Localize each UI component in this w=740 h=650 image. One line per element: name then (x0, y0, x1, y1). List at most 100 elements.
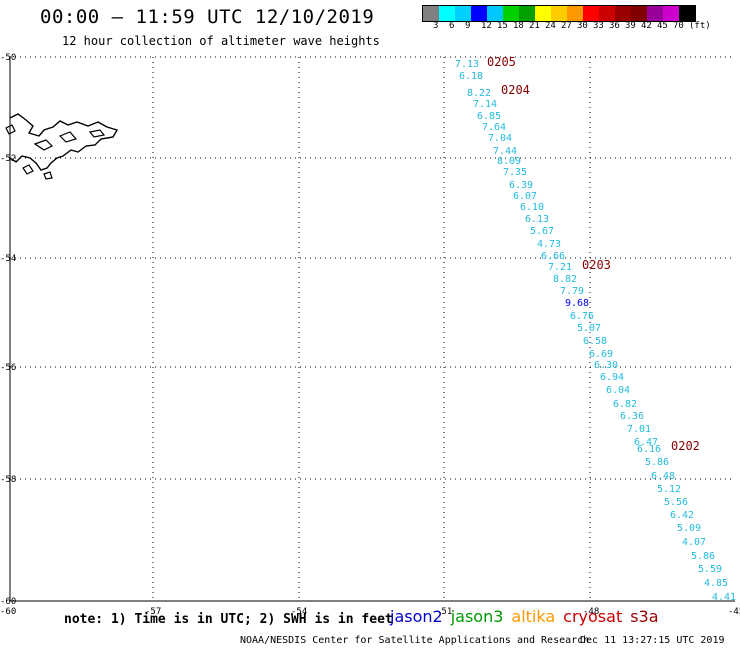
longitude-label: -51 (436, 607, 452, 617)
wave-height-value: 7.64 (482, 122, 506, 133)
legend-item-jason3: jason3 (450, 607, 504, 626)
colorbar-label: 33 (593, 21, 604, 31)
colorbar-label: 18 (513, 21, 524, 31)
wave-height-value: 6.16 (637, 444, 661, 455)
colorbar-label: 21 (529, 21, 540, 31)
colorbar-swatch (455, 6, 471, 21)
wave-height-value: 6.66 (541, 251, 565, 262)
track-time-label: 0202 (671, 439, 700, 453)
colorbar-swatch (471, 6, 487, 21)
wave-height-value: 6.07 (513, 191, 537, 202)
legend-item-altika: altika (511, 607, 556, 626)
wave-height-value: 8.09 (497, 156, 521, 167)
falkland-islands-coastline (5, 113, 119, 180)
legend-item-cryosat: cryosat (563, 607, 623, 626)
wave-height-value: 7.44 (493, 146, 517, 157)
colorbar-label: 70 (673, 21, 684, 31)
footer-timestamp: Dec 11 13:27:15 UTC 2019 (580, 635, 725, 646)
wave-height-value: 6.42 (670, 510, 694, 521)
latitude-label: -60 (0, 597, 16, 607)
wave-height-value: 6.85 (477, 111, 501, 122)
wave-height-value: 6.94 (600, 372, 624, 383)
wave-height-value: 4.85 (704, 578, 728, 589)
colorbar-label: 6 (449, 21, 455, 31)
footer-note: note: 1) Time is in UTC; 2) SWH is in fe… (64, 612, 393, 627)
colorbar-swatch (663, 6, 679, 21)
colorbar-label: 42 (641, 21, 652, 31)
wave-height-value: 7.21 (548, 262, 572, 273)
legend-item-s3a: s3a (630, 607, 659, 626)
wave-height-value: 7.14 (473, 99, 497, 110)
wave-height-value: 6.36 (620, 411, 644, 422)
wave-height-value: 5.56 (664, 497, 688, 508)
wave-height-value: 5.86 (691, 551, 715, 562)
wave-height-value: 5.67 (530, 226, 554, 237)
colorbar-swatch (567, 6, 583, 21)
map-subtitle: 12 hour collection of altimeter wave hei… (62, 34, 380, 48)
wave-height-value: 6.10 (520, 202, 544, 213)
footer-credit: NOAA/NESDIS Center for Satellite Applica… (240, 635, 590, 646)
latitude-label: -52 (0, 154, 16, 164)
wave-height-value: 7.01 (627, 424, 651, 435)
track-time-label: 0204 (501, 83, 530, 97)
wave-height-value: 7.35 (503, 167, 527, 178)
colorbar-label: 39 (625, 21, 636, 31)
colorbar-swatch (439, 6, 455, 21)
wave-height-value: 6.13 (525, 214, 549, 225)
latitude-label: -54 (0, 254, 16, 264)
colorbar-label: 24 (545, 21, 556, 31)
track-time-label: 0203 (582, 258, 611, 272)
legend-item-jason2: jason2 (390, 607, 443, 626)
wave-height-value: 4.41 (712, 592, 736, 603)
satellite-legend: jason2 jason3 altika cryosat s3a (390, 607, 667, 626)
longitude-label: -48 (583, 607, 599, 617)
wave-height-value: 6.69 (589, 349, 613, 360)
wave-height-value: 6.82 (613, 399, 637, 410)
wave-height-value: 6.18 (459, 71, 483, 82)
wave-height-value: 6.48 (651, 471, 675, 482)
colorbar-swatch (599, 6, 615, 21)
latitude-label: -58 (0, 475, 16, 485)
colorbar-swatch (423, 6, 439, 21)
colorbar-swatch (679, 6, 695, 21)
colorbar-label: 12 (481, 21, 492, 31)
colorbar-swatch (583, 6, 599, 21)
colorbar-swatch (647, 6, 663, 21)
wave-height-value: 6.30 (594, 360, 618, 371)
colorbar-label: 45 (657, 21, 668, 31)
latitude-label: -50 (0, 53, 16, 63)
map-title: 00:00 – 11:59 UTC 12/10/2019 (40, 6, 375, 28)
colorbar-swatch (615, 6, 631, 21)
colorbar-labels: 3 6 9 12 15 18 21 24 27 30 33 36 39 42 45 70 (ft) (422, 21, 740, 35)
wave-height-value: 5.07 (577, 323, 601, 334)
colorbar (422, 5, 696, 22)
track-time-label: 0205 (487, 55, 516, 69)
wave-height-value: 8.22 (467, 88, 491, 99)
wave-height-value: 7.04 (488, 133, 512, 144)
wave-height-value: 7.79 (560, 286, 584, 297)
wave-height-value: 6.04 (606, 385, 630, 396)
longitude-label: -54 (291, 607, 307, 617)
colorbar-swatch (519, 6, 535, 21)
wave-height-value: 5.86 (645, 457, 669, 468)
wave-height-value: 7.13 (455, 59, 479, 70)
wave-height-value: 6.39 (509, 180, 533, 191)
colorbar-swatch (551, 6, 567, 21)
wave-height-value: 6.58 (583, 336, 607, 347)
colorbar-swatch (503, 6, 519, 21)
colorbar-swatch (487, 6, 503, 21)
wave-height-value: 5.59 (698, 564, 722, 575)
wave-height-value: 6.76 (570, 311, 594, 322)
longitude-label: -60 (0, 607, 16, 617)
colorbar-label: 15 (497, 21, 508, 31)
wave-height-value: 8.82 (553, 274, 577, 285)
wave-height-value: 4.07 (682, 537, 706, 548)
wave-height-value: 9.68 (565, 298, 589, 309)
colorbar-label: 36 (609, 21, 620, 31)
colorbar-label: 30 (577, 21, 588, 31)
longitude-label: -45 (728, 607, 740, 617)
colorbar-swatch (535, 6, 551, 21)
wave-height-value: 6.47 (634, 437, 658, 448)
latitude-label: -56 (0, 363, 16, 373)
